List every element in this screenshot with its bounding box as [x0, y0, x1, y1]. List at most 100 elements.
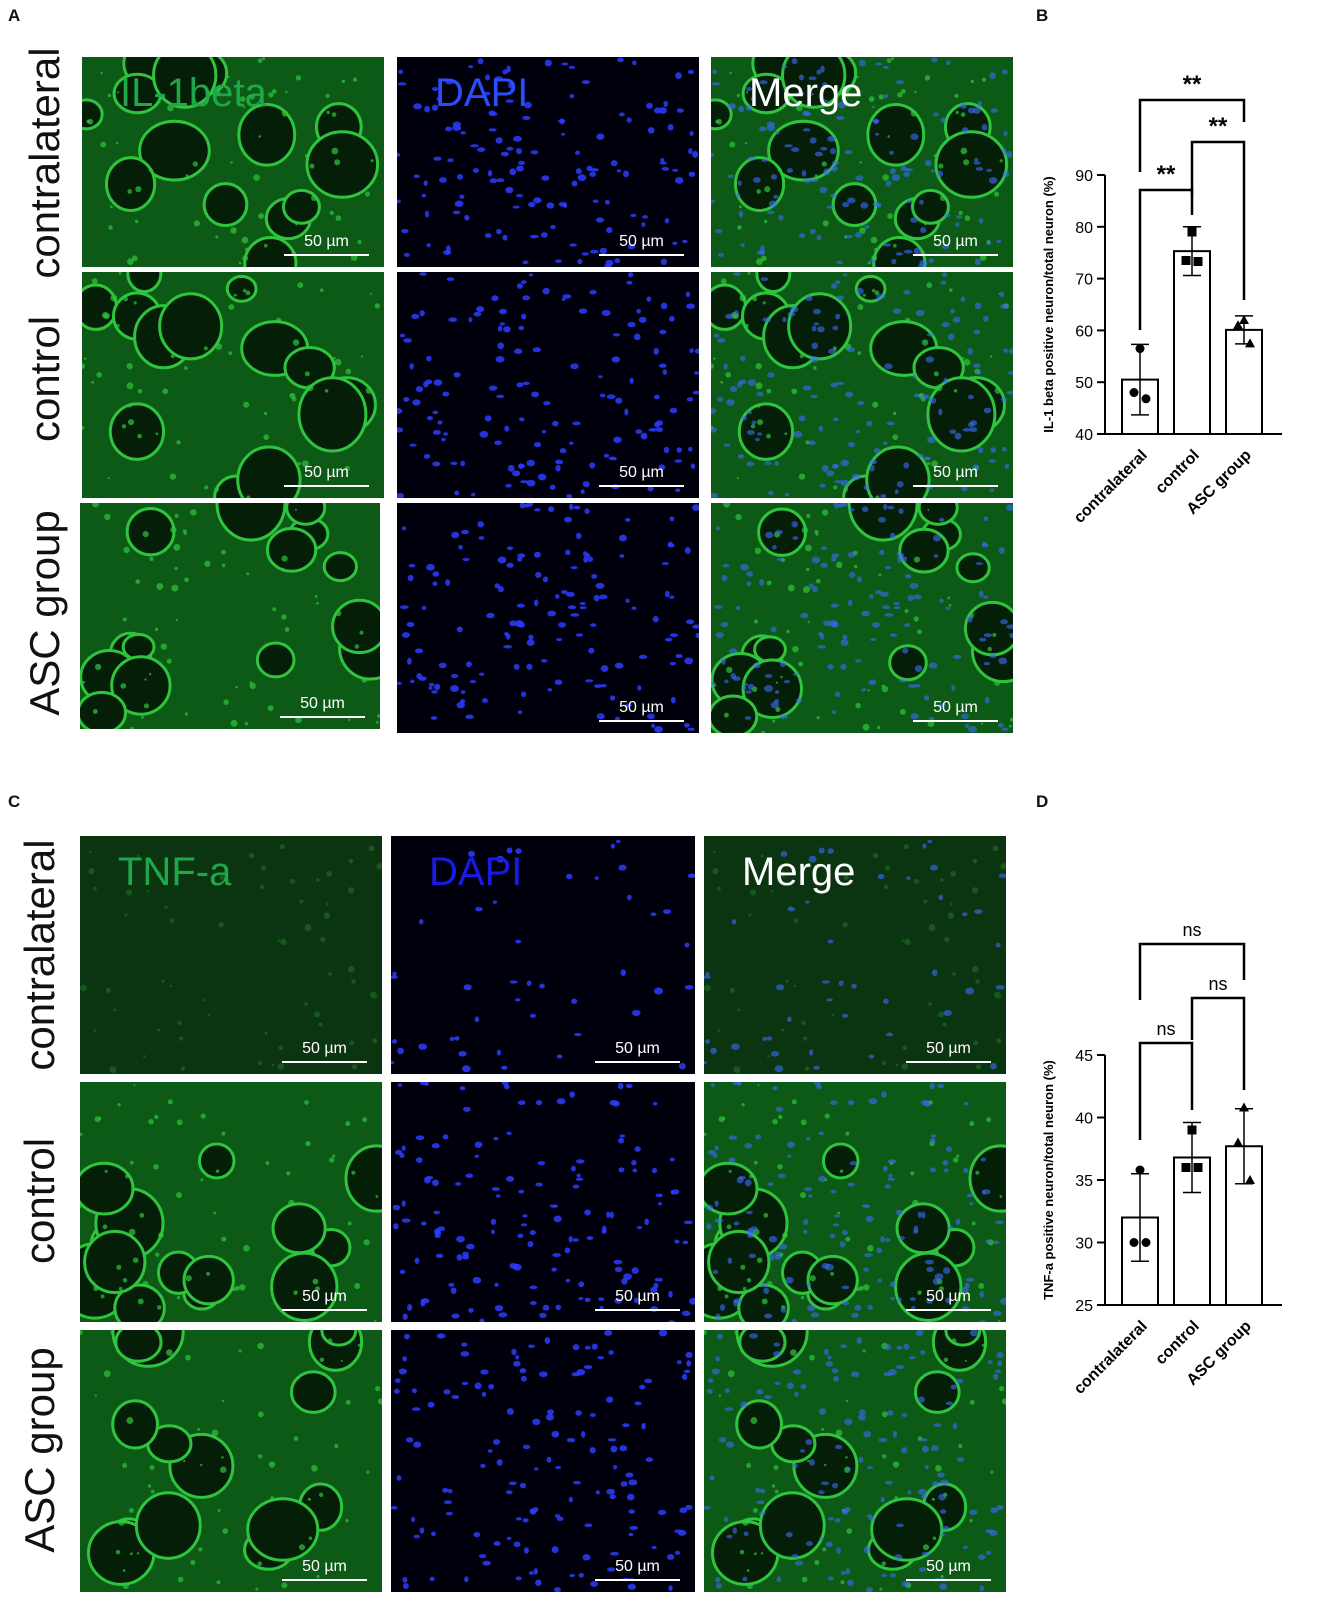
data-point	[1129, 1238, 1139, 1247]
significance-label: ns	[1208, 974, 1227, 994]
channel-label: Merge	[742, 850, 856, 894]
micrograph-a-control-merge: 50 µm	[711, 272, 1013, 498]
scale-bar-label: 50 µm	[933, 233, 978, 250]
scale-bar-label: 50 µm	[615, 1288, 660, 1305]
x-tick-label: control	[1152, 447, 1202, 497]
scale-bar-line	[282, 1579, 367, 1581]
scale-bar-line	[284, 254, 369, 256]
micrograph-c-control-merge: 50 µm	[704, 1082, 1006, 1322]
row-label-asc-group: ASC group	[16, 1347, 63, 1553]
significance-label: ns	[1182, 920, 1201, 940]
scale-bar-line	[599, 485, 684, 487]
data-point	[1233, 1137, 1243, 1147]
scale-bar-line	[906, 1579, 991, 1581]
data-point	[1141, 394, 1151, 404]
scale-bar-label: 50 µm	[926, 1558, 971, 1575]
significance-bracket	[1138, 942, 1246, 1000]
micrograph-a-control-dapi: 50 µm	[397, 272, 699, 498]
significance-bracket	[1190, 996, 1246, 1090]
scale-bar: 50 µm	[599, 233, 684, 256]
scale-bar-line	[282, 1309, 367, 1311]
micrograph-c-contralateral-dapi: DAPI 50 µm	[391, 836, 695, 1074]
micrograph-c-contralateral-tnfa: TNF-a 50 µm	[80, 836, 382, 1074]
scale-bar-label: 50 µm	[615, 1558, 660, 1575]
scale-bar-line	[595, 1309, 680, 1311]
scale-bar-label: 50 µm	[619, 464, 664, 481]
y-tick-label: 90	[1075, 168, 1093, 185]
micrograph-a-asc-dapi: 50 µm	[397, 503, 699, 733]
significance-label: ns	[1156, 1019, 1175, 1039]
channel-label: Merge	[749, 71, 863, 115]
data-point	[1135, 1165, 1145, 1175]
scale-bar-label: 50 µm	[933, 464, 978, 481]
x-tick-label: control	[1152, 1318, 1202, 1368]
scale-bar-line	[599, 720, 684, 722]
scale-bar: 50 µm	[284, 464, 369, 487]
scale-bar: 50 µm	[906, 1040, 991, 1063]
scale-bar: 50 µm	[599, 699, 684, 722]
channel-label: DAPI	[429, 850, 523, 894]
bar	[1225, 328, 1263, 435]
scale-bar-label: 50 µm	[302, 1558, 347, 1575]
micrograph-c-contralateral-merge: Merge 50 µm	[704, 836, 1006, 1074]
panel-label-a: A	[8, 6, 21, 25]
micrograph-c-control-dapi: 50 µm	[391, 1082, 695, 1322]
scale-bar-line	[913, 720, 998, 722]
micrograph-a-contralateral-merge: Merge 50 µm	[711, 57, 1013, 267]
scale-bar-label: 50 µm	[619, 699, 664, 716]
micrograph-a-contralateral-dapi: DAPI 50 µm	[397, 57, 699, 267]
y-tick-label: 45	[1075, 1048, 1093, 1065]
scale-bar: 50 µm	[282, 1040, 367, 1063]
row-label-contralateral: contralateral	[16, 839, 63, 1071]
scale-bar-label: 50 µm	[304, 233, 349, 250]
scale-bar-label: 50 µm	[619, 233, 664, 250]
scale-bar-label: 50 µm	[302, 1040, 347, 1057]
scale-bar: 50 µm	[595, 1288, 680, 1311]
scale-bar-label: 50 µm	[615, 1040, 660, 1057]
row-label-contralateral: contralateral	[21, 47, 68, 279]
scale-bar: 50 µm	[913, 464, 998, 487]
bar	[1173, 250, 1211, 435]
data-point	[1187, 227, 1197, 237]
data-point	[1245, 1175, 1255, 1184]
significance-bracket	[1138, 188, 1194, 330]
significance-bracket	[1138, 1041, 1194, 1140]
scale-bar-label: 50 µm	[926, 1040, 971, 1057]
data-point	[1193, 1163, 1203, 1172]
y-tick-label: 80	[1075, 220, 1093, 237]
significance-bracket	[1138, 98, 1246, 172]
scale-bar: 50 µm	[599, 464, 684, 487]
significance-label: **	[1183, 71, 1202, 98]
channel-label: IL-1beta	[120, 71, 267, 115]
data-point	[1181, 255, 1191, 265]
scale-bar: 50 µm	[282, 1288, 367, 1311]
row-label-control: control	[16, 1137, 63, 1265]
channel-label: TNF-a	[118, 850, 232, 894]
scale-bar-line	[284, 485, 369, 487]
scale-bar-line	[906, 1061, 991, 1063]
scale-bar: 50 µm	[282, 1558, 367, 1581]
y-axis-label: TNF-a positive neuron/total neuron (%)	[1041, 1060, 1056, 1300]
data-point	[1239, 315, 1249, 325]
data-point	[1239, 1102, 1249, 1112]
data-point	[1233, 320, 1243, 330]
micrograph-c-asc-tnfa: 50 µm	[80, 1330, 382, 1592]
scale-bar: 50 µm	[280, 695, 365, 718]
scale-bar: 50 µm	[913, 699, 998, 722]
scale-bar: 50 µm	[595, 1040, 680, 1063]
y-tick-label: 40	[1075, 1111, 1093, 1128]
scale-bar-label: 50 µm	[300, 695, 345, 712]
scale-bar-line	[913, 485, 998, 487]
data-point	[1129, 388, 1139, 398]
data-point	[1181, 1163, 1191, 1172]
panel-label-b: B	[1036, 6, 1049, 25]
y-tick-label: 60	[1075, 323, 1093, 340]
micrograph-a-asc-merge: 50 µm	[711, 503, 1013, 733]
micrograph-a-asc-il1beta: 50 µm	[80, 503, 380, 729]
row-label-asc-group: ASC group	[21, 510, 68, 716]
scale-bar-line	[595, 1061, 680, 1063]
x-tick-label: contralateral	[1071, 447, 1151, 527]
micrograph-c-asc-dapi: 50 µm	[391, 1330, 695, 1592]
significance-bracket	[1190, 140, 1246, 300]
data-point	[1135, 344, 1145, 354]
